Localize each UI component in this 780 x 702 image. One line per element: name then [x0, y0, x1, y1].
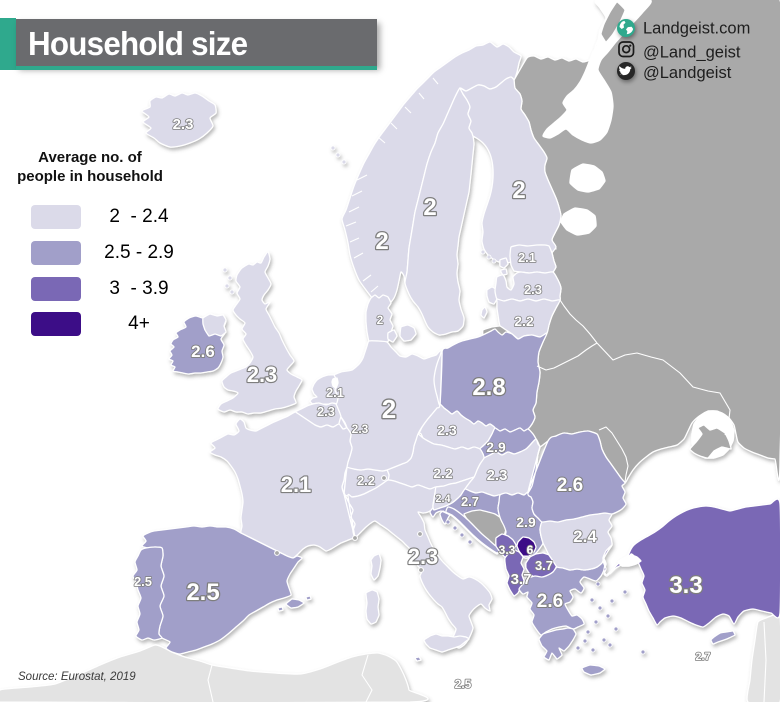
svg-text:2.5: 2.5 [134, 574, 152, 589]
svg-text:2.3: 2.3 [247, 362, 278, 387]
svg-text:@Landgeist: @Landgeist [643, 64, 732, 82]
svg-text:2.2: 2.2 [433, 465, 453, 481]
svg-text:2.3: 2.3 [173, 116, 194, 133]
svg-text:3.3: 3.3 [499, 543, 516, 557]
svg-text:2.6: 2.6 [557, 475, 583, 496]
svg-text:3.7: 3.7 [511, 571, 532, 588]
svg-text:2.4: 2.4 [435, 493, 451, 505]
svg-text:2.6: 2.6 [537, 591, 563, 612]
svg-text:2.1: 2.1 [281, 472, 312, 497]
svg-text:@Land_geist: @Land_geist [643, 44, 741, 62]
svg-text:Landgeist.com: Landgeist.com [643, 20, 750, 38]
svg-text:2.3: 2.3 [352, 422, 369, 436]
svg-text:2.7: 2.7 [461, 494, 479, 509]
svg-text:2.2: 2.2 [357, 473, 375, 488]
svg-text:2.3: 2.3 [408, 544, 439, 569]
svg-text:2.3: 2.3 [524, 282, 542, 297]
svg-text:2: 2 [423, 194, 436, 221]
svg-text:2.5: 2.5 [455, 677, 472, 691]
svg-text:2.1: 2.1 [326, 385, 344, 400]
svg-text:2: 2 [382, 394, 396, 424]
svg-text:2.2: 2.2 [514, 313, 534, 329]
svg-text:3.3: 3.3 [669, 572, 702, 599]
svg-text:2: 2 [377, 313, 384, 327]
svg-text:2.5: 2.5 [186, 579, 219, 606]
svg-text:2.9: 2.9 [486, 439, 506, 455]
svg-text:6: 6 [527, 543, 534, 557]
svg-text:2.3: 2.3 [437, 422, 457, 438]
svg-text:2.3: 2.3 [487, 467, 508, 484]
svg-text:2.7: 2.7 [695, 651, 710, 663]
svg-text:2.4: 2.4 [573, 527, 597, 546]
svg-text:2.9: 2.9 [516, 514, 536, 530]
svg-text:2.1: 2.1 [518, 250, 536, 265]
svg-text:2.6: 2.6 [191, 342, 215, 361]
svg-text:2.3: 2.3 [317, 404, 335, 419]
svg-text:3.7: 3.7 [535, 558, 553, 573]
svg-text:2: 2 [375, 228, 388, 255]
svg-text:2.8: 2.8 [472, 374, 505, 401]
svg-text:2: 2 [512, 177, 525, 204]
